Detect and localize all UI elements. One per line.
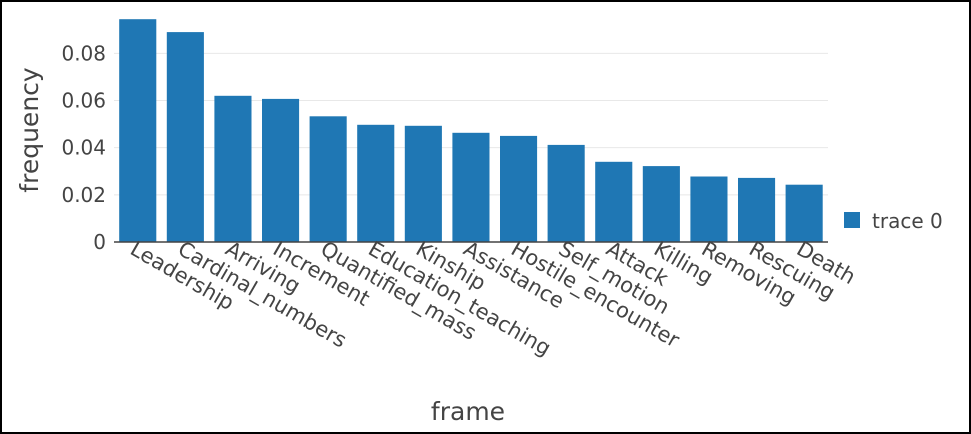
bar-education-teaching[interactable] xyxy=(357,124,395,242)
y-tick-labels: 0 0.02 0.04 0.06 0.08 xyxy=(61,41,106,254)
bars xyxy=(119,19,823,243)
bar-hostile-encounter[interactable] xyxy=(500,135,538,242)
legend[interactable]: trace 0 xyxy=(844,209,943,233)
bar-self-motion[interactable] xyxy=(547,144,585,242)
bar-quantified-mass[interactable] xyxy=(309,116,347,242)
bar-death[interactable] xyxy=(785,184,823,242)
bar-increment[interactable] xyxy=(262,98,300,243)
bar-leadership[interactable] xyxy=(119,19,157,243)
bar-rescuing[interactable] xyxy=(738,177,776,242)
bar-kinship[interactable] xyxy=(404,125,442,242)
x-axis-title: frame xyxy=(431,397,505,426)
bar-killing[interactable] xyxy=(642,166,680,242)
legend-swatch xyxy=(844,212,860,228)
y-tick-label: 0.04 xyxy=(61,136,106,160)
y-tick-label: 0.08 xyxy=(61,41,106,65)
bar-removing[interactable] xyxy=(690,176,728,243)
y-axis-title: frequency xyxy=(15,67,44,193)
y-tick-label: 0 xyxy=(93,230,106,254)
bar-attack[interactable] xyxy=(595,161,633,242)
y-tick-label: 0.02 xyxy=(61,183,106,207)
bar-cardinal-numbers[interactable] xyxy=(166,32,204,242)
bar-assistance[interactable] xyxy=(452,132,490,242)
y-tick-label: 0.06 xyxy=(61,89,106,113)
legend-label: trace 0 xyxy=(872,209,943,233)
x-tick-labels: LeadershipCardinal_numbersArrivingIncrem… xyxy=(126,237,859,362)
bar-arriving[interactable] xyxy=(214,95,252,242)
